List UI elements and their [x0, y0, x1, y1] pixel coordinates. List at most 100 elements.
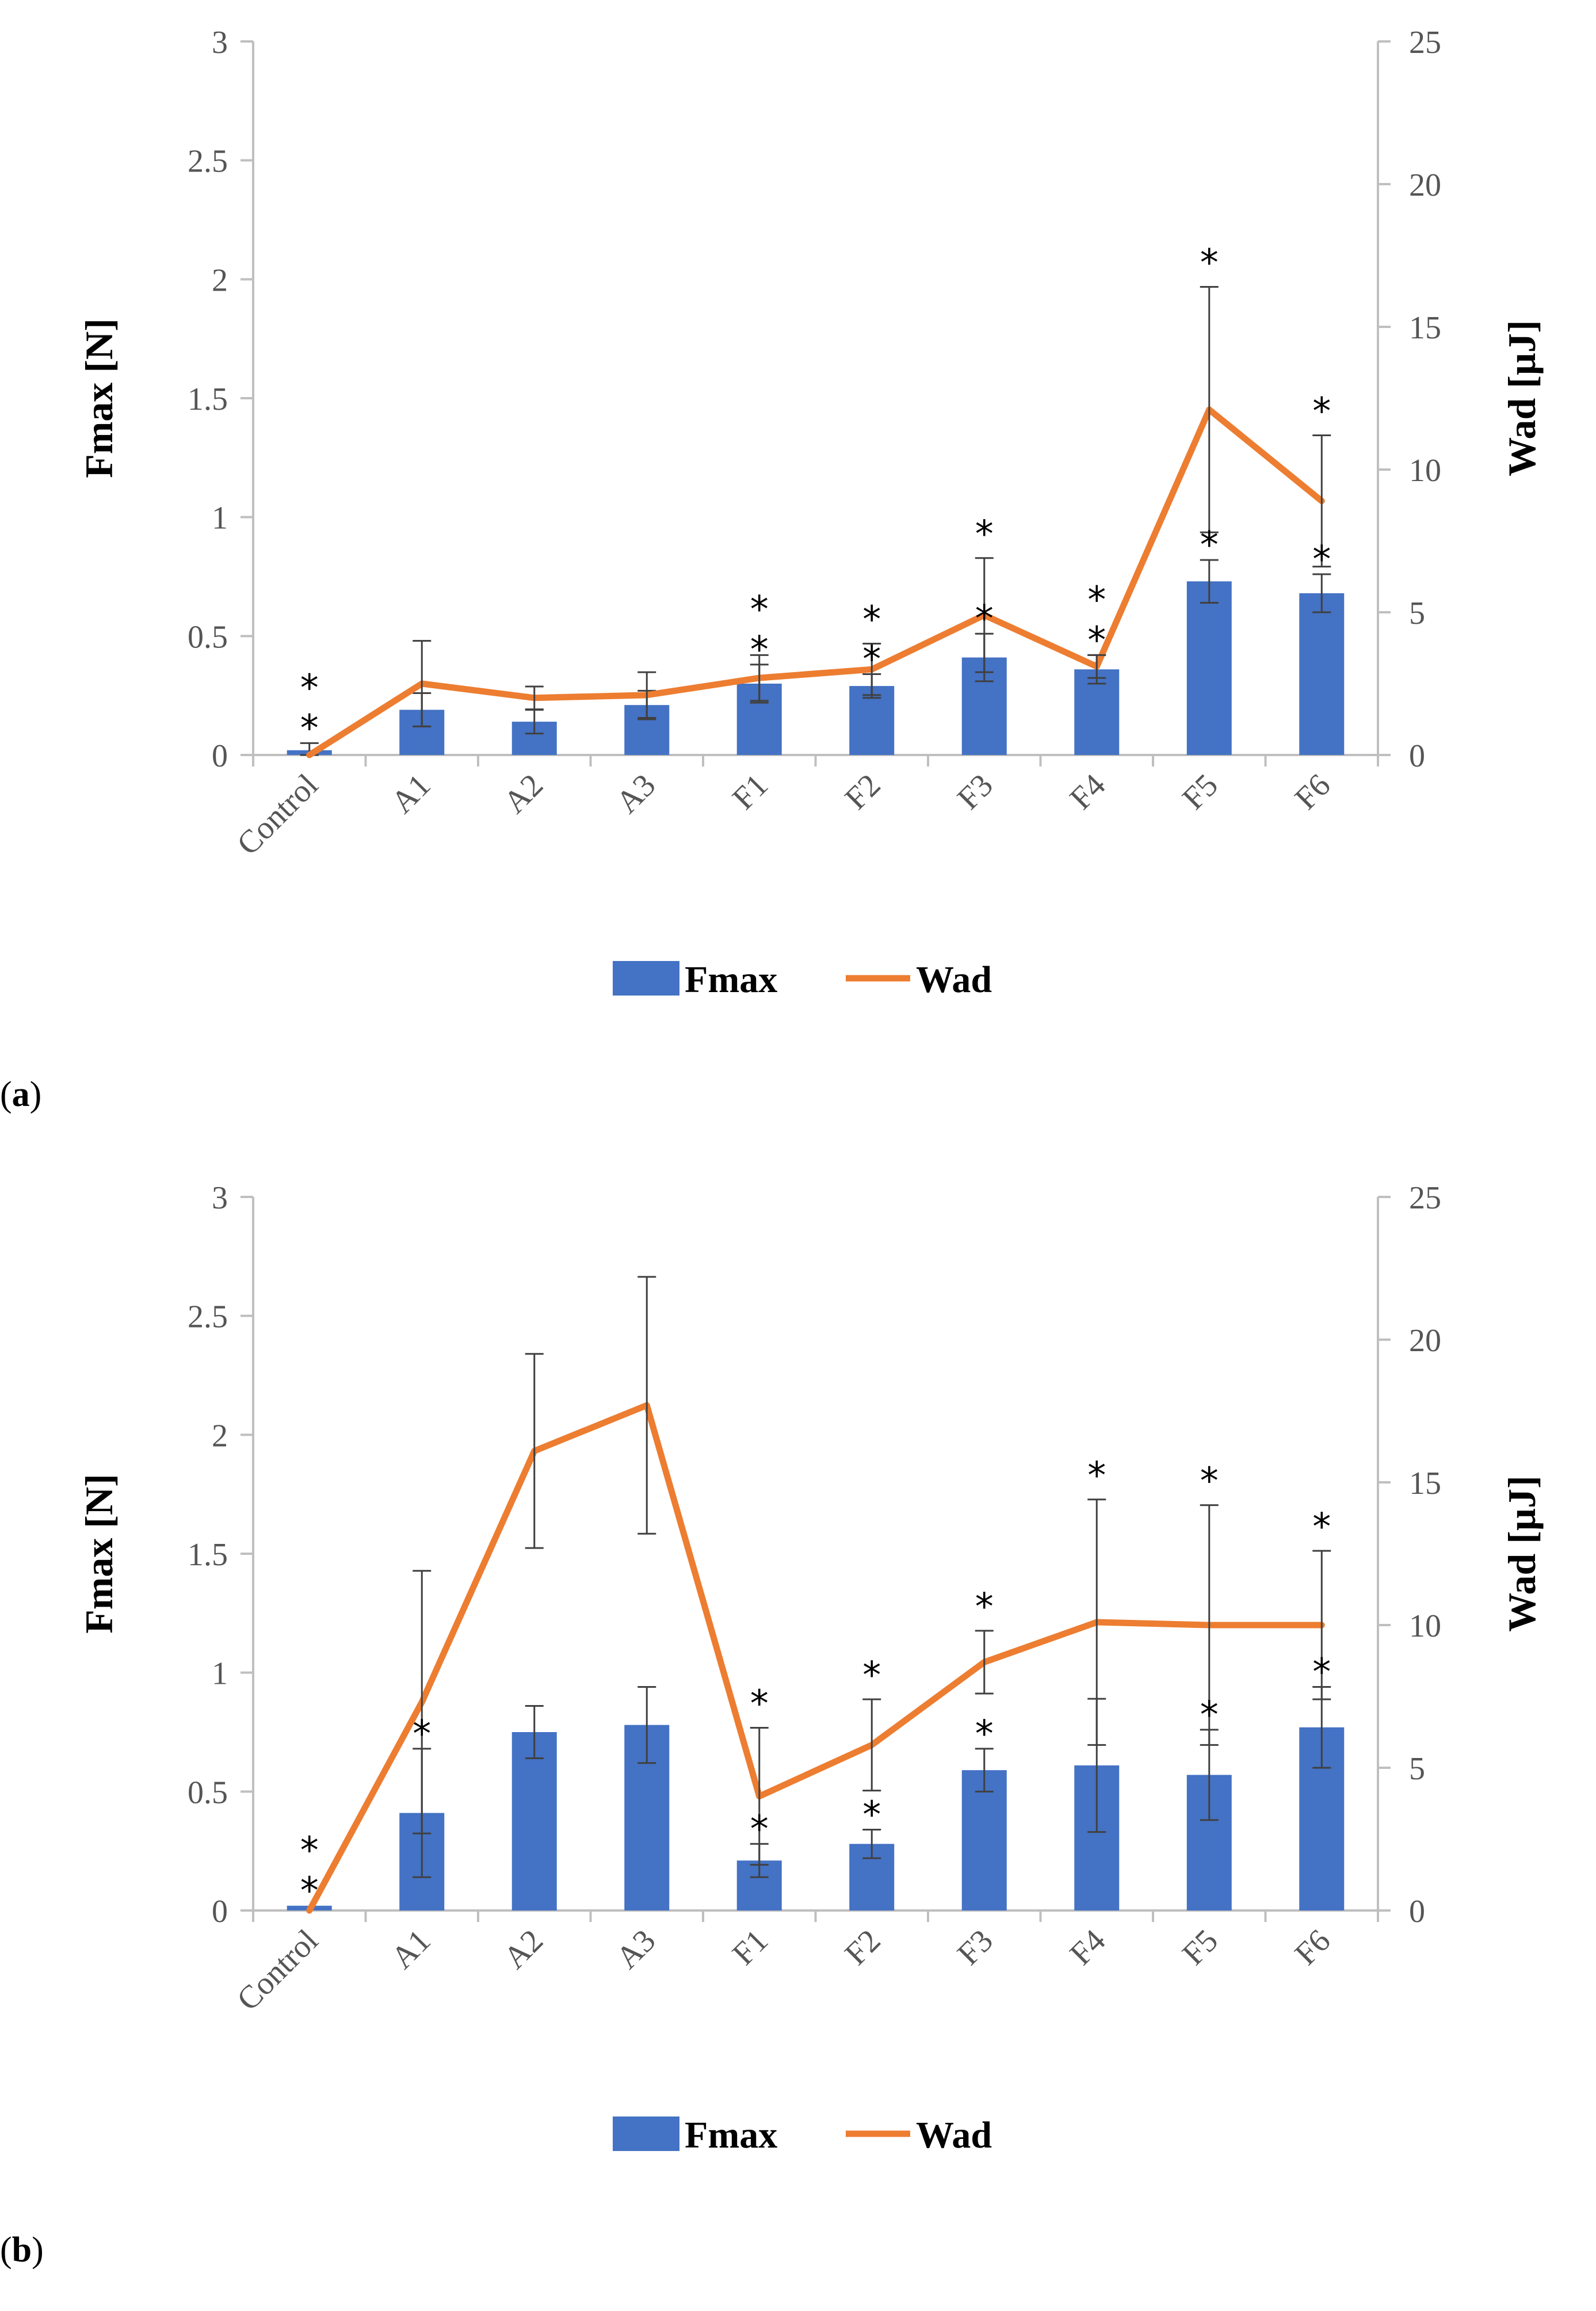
legend-wad-label: Wad — [916, 959, 992, 1001]
legend-wad-label: Wad — [916, 2114, 992, 2156]
wad-significance-marker: * — [1200, 1460, 1219, 1503]
wad-significance-marker: * — [750, 589, 769, 631]
x-category-label: A1 — [384, 767, 437, 820]
y2-axis-title: Wad [µJ] — [1500, 1475, 1544, 1632]
fmax-significance-marker: * — [862, 1794, 881, 1836]
right-tick-label: 25 — [1409, 1180, 1441, 1216]
left-tick-label: 0 — [212, 738, 228, 774]
panel-label-letter: b — [12, 2230, 32, 2270]
left-tick-label: 1 — [212, 1656, 228, 1692]
wad-significance-marker: * — [1087, 1455, 1106, 1497]
right-tick-label: 20 — [1409, 1323, 1441, 1359]
legend-fmax-swatch — [613, 961, 679, 996]
y-axis-title: Fmax [N] — [77, 318, 121, 478]
x-category-label: Control — [230, 767, 325, 862]
fmax-significance-marker: * — [975, 598, 994, 640]
fmax-significance-marker: * — [1312, 1651, 1331, 1694]
wad-line — [306, 406, 1325, 758]
x-category-label: A1 — [384, 1923, 437, 1976]
fmax-significance-marker: * — [1200, 1694, 1219, 1737]
panel-label-open: ( — [0, 2230, 12, 2270]
left-tick-label: 1 — [212, 501, 228, 536]
right-tick-label: 10 — [1409, 453, 1441, 489]
wad-point-Control — [308, 1910, 310, 1911]
wad-significance-marker: * — [862, 1654, 881, 1697]
wad-significance-marker: * — [862, 599, 881, 642]
x-category-label: F3 — [950, 767, 1000, 817]
right-tick-label: 0 — [1409, 738, 1425, 774]
wad-significance-marker: * — [1200, 242, 1219, 285]
fmax-significance-marker: * — [862, 638, 881, 681]
legend-fmax-swatch — [613, 2116, 679, 2151]
fmax-significance-marker: * — [750, 629, 769, 672]
y-axis-title: Fmax [N] — [77, 1474, 121, 1634]
left-tick-label: 0.5 — [188, 1775, 228, 1810]
right-tick-label: 25 — [1409, 25, 1441, 60]
wad-significance-marker: * — [1312, 390, 1331, 433]
x-category-label: Control — [230, 1923, 325, 2018]
fmax-bar-A2 — [511, 1732, 557, 1910]
x-category-label: F5 — [1175, 1923, 1225, 1972]
x-category-label: F2 — [838, 1923, 888, 1972]
x-category-label: F1 — [726, 767, 775, 817]
x-category-label: F4 — [1063, 1923, 1113, 1972]
wad-significance-marker: * — [1312, 1506, 1331, 1549]
panel-label-close: ) — [30, 1075, 42, 1114]
x-category-label: F6 — [1288, 767, 1338, 817]
left-tick-label: 2.5 — [188, 144, 228, 180]
legend-fmax-label: Fmax — [685, 959, 777, 1001]
y2-axis-title: Wad [µJ] — [1500, 320, 1544, 476]
fmax-significance-marker: * — [750, 1808, 769, 1851]
left-tick-label: 2.5 — [188, 1299, 228, 1335]
right-tick-label: 10 — [1409, 1608, 1441, 1644]
fmax-bar-F6 — [1299, 593, 1345, 755]
x-category-label: A3 — [609, 767, 662, 820]
fmax-significance-marker: * — [975, 1713, 994, 1756]
right-tick-label: 20 — [1409, 167, 1441, 203]
fmax-significance-marker: * — [300, 707, 319, 750]
x-category-label: F3 — [950, 1923, 1000, 1972]
right-tick-label: 15 — [1409, 310, 1441, 346]
wad-significance-marker: * — [300, 1830, 319, 1873]
wad-significance-marker: * — [1087, 579, 1106, 621]
fmax-significance-marker: * — [1087, 619, 1106, 662]
fmax-significance-marker: * — [413, 1713, 431, 1756]
x-category-label: F1 — [726, 1923, 775, 1972]
panel-label-close: ) — [32, 2230, 44, 2270]
legend-fmax-label: Fmax — [685, 2114, 777, 2156]
panel-label-open: ( — [0, 1075, 12, 1114]
panel-label-letter: a — [12, 1075, 30, 1114]
fmax-significance-marker: * — [1200, 524, 1219, 567]
wad-line — [306, 1402, 1325, 1914]
left-tick-label: 1.5 — [188, 382, 228, 417]
left-tick-label: 0 — [212, 1894, 228, 1929]
fmax-bar-F3 — [961, 1770, 1007, 1910]
wad-significance-marker: * — [750, 1683, 769, 1726]
fmax-significance-marker: * — [1312, 539, 1331, 581]
right-tick-label: 0 — [1409, 1894, 1425, 1929]
x-category-label: F2 — [838, 767, 888, 817]
x-category-label: F6 — [1288, 1923, 1338, 1972]
panel-label: (b) — [0, 2230, 44, 2270]
left-tick-label: 3 — [212, 25, 228, 60]
left-tick-label: 0.5 — [188, 619, 228, 655]
fmax-bar-F5 — [1186, 581, 1232, 755]
fmax-significance-marker: * — [300, 1870, 319, 1913]
right-tick-label: 5 — [1409, 1751, 1425, 1787]
right-tick-label: 5 — [1409, 596, 1425, 631]
left-tick-label: 3 — [212, 1180, 228, 1216]
left-tick-label: 2 — [212, 1418, 228, 1454]
left-tick-label: 2 — [212, 262, 228, 298]
chart-a: 0 0.5 1 1.5 2 2.5 3 0 5 10 15 20 25 Control A1 A2 A3 F1 F2… — [0, 25, 1544, 1114]
chart-b: 0 0.5 1 1.5 2 2.5 3 0 5 10 15 20 25 Control A1 A2 A3 F1 F2… — [0, 1180, 1544, 2270]
wad-point-Control — [308, 754, 310, 756]
panel-label: (a) — [0, 1075, 41, 1114]
x-category-label: F5 — [1175, 767, 1225, 817]
x-category-label: F4 — [1063, 767, 1113, 817]
x-category-label: A2 — [497, 1923, 550, 1976]
x-category-label: A3 — [609, 1923, 662, 1976]
left-tick-label: 1.5 — [188, 1537, 228, 1573]
x-category-label: A2 — [497, 767, 550, 820]
wad-significance-marker: * — [975, 1586, 994, 1629]
wad-significance-marker: * — [300, 667, 319, 710]
